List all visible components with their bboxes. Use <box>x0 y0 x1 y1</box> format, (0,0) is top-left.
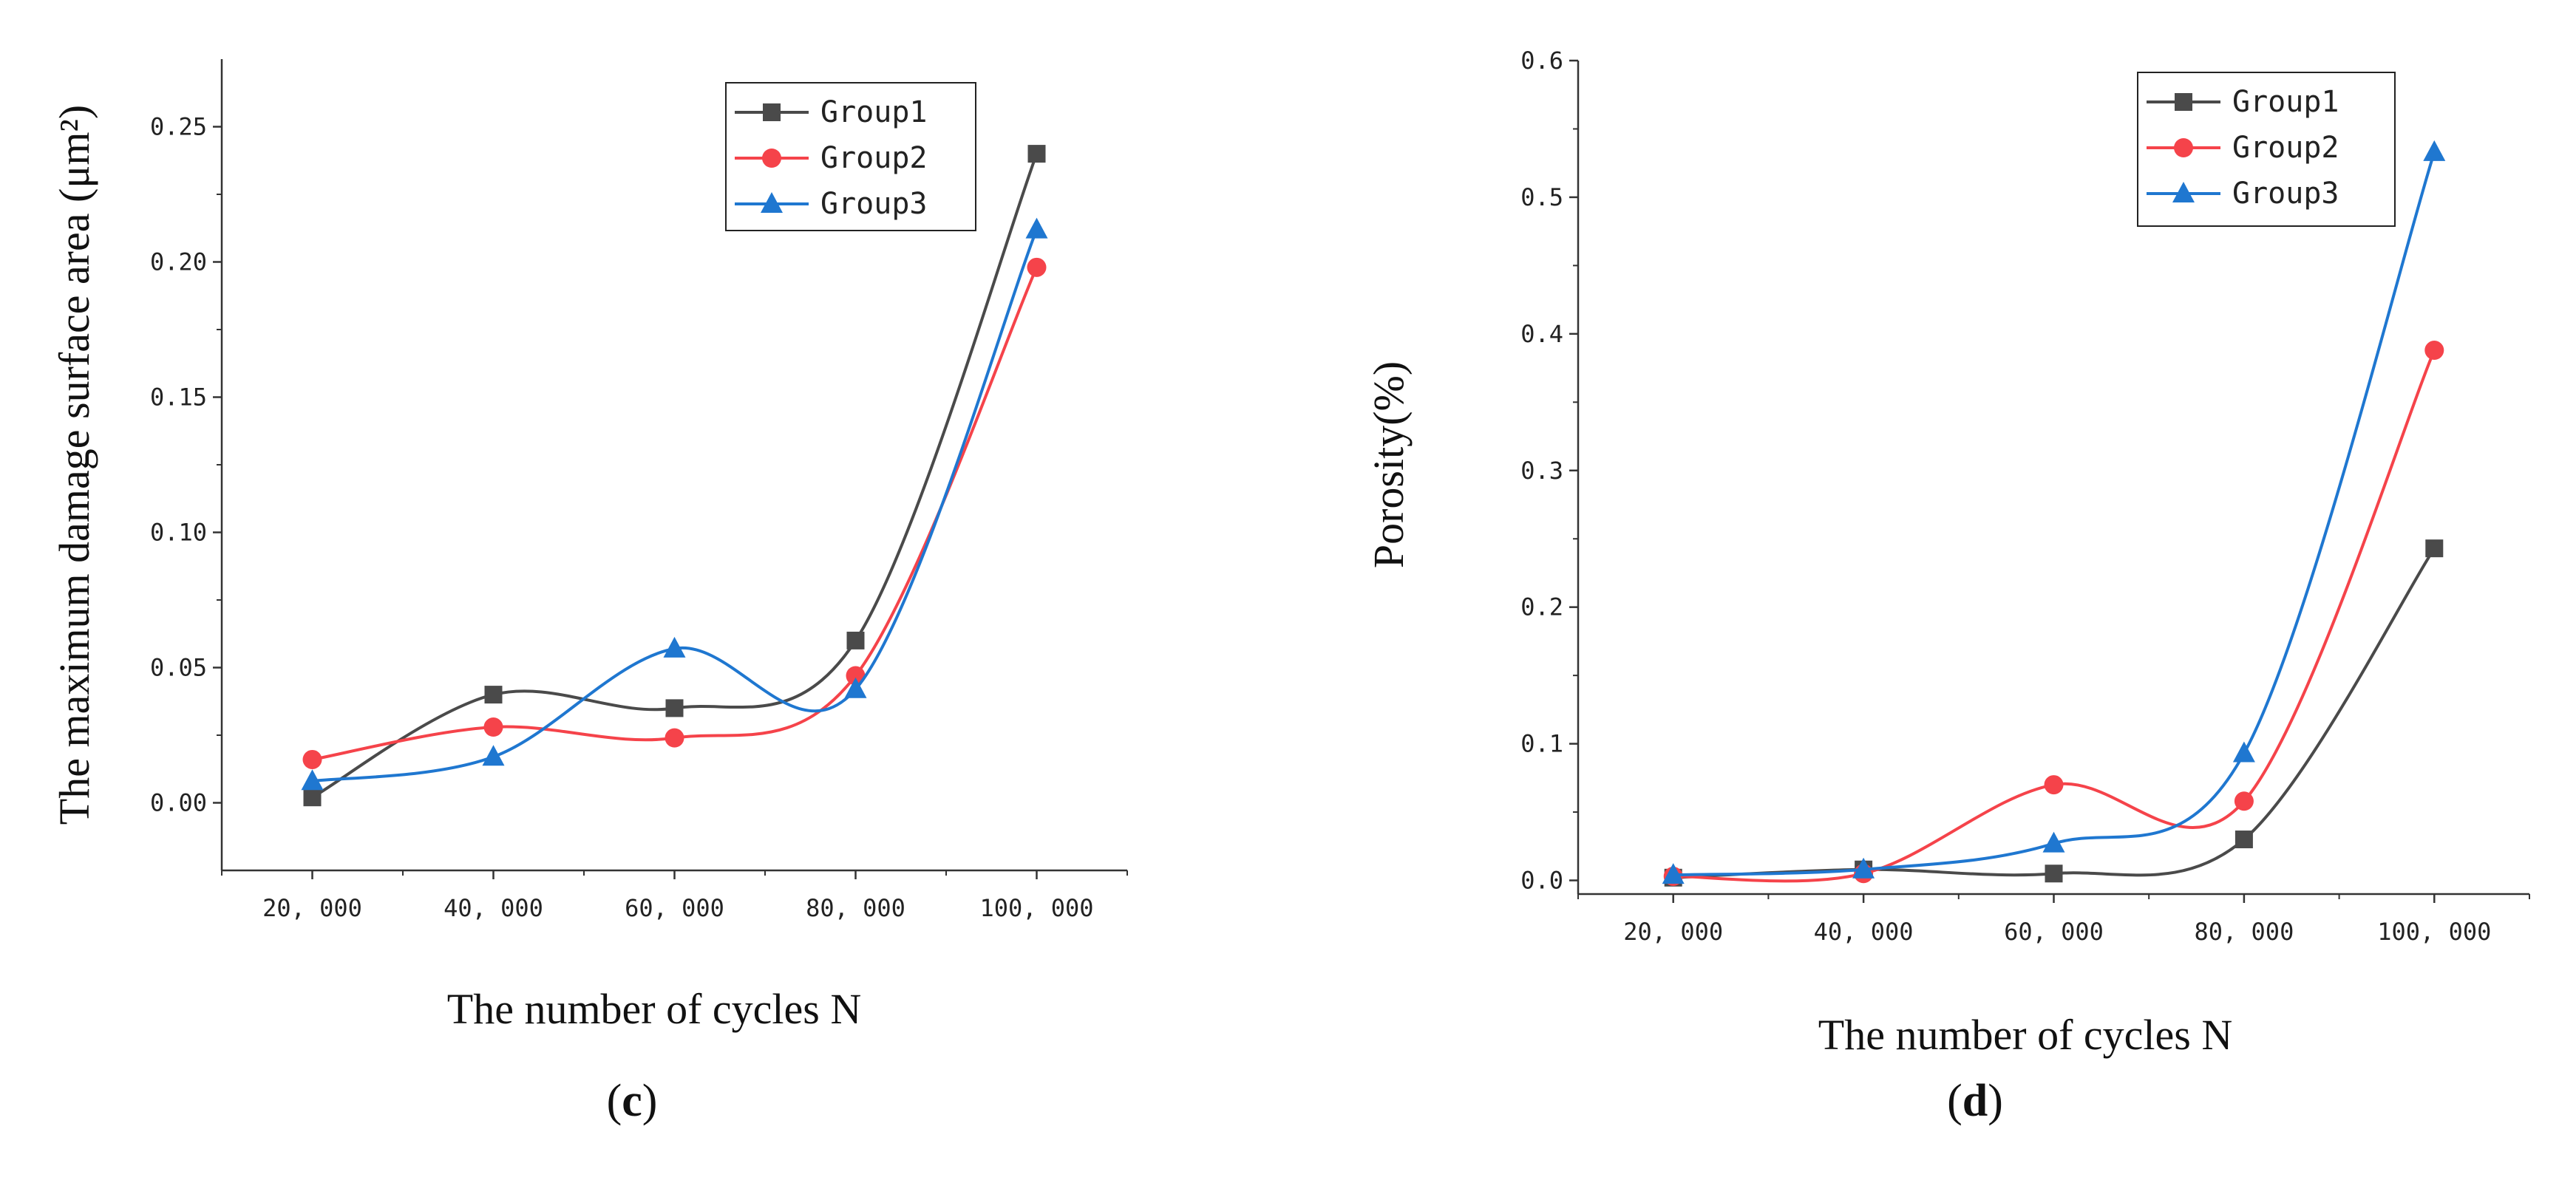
data-point <box>1662 863 1685 884</box>
legend-marker <box>2175 93 2192 111</box>
legend-label: Group2 <box>2232 131 2339 165</box>
data-point <box>2425 539 2444 558</box>
y-tick-label: 0.0 <box>1520 867 1563 895</box>
legend-marker <box>762 149 781 168</box>
data-point <box>846 666 866 686</box>
legend-label: Group2 <box>820 141 928 175</box>
y-tick-label: 0.5 <box>1520 183 1563 211</box>
legend: Group1 Group2 Group3 <box>725 82 976 231</box>
data-point <box>1852 857 1875 879</box>
legend: Group1 Group2 Group3 <box>2137 72 2396 227</box>
x-tick-label: 60, 000 <box>2004 918 2104 946</box>
series-line <box>312 267 1039 761</box>
data-point <box>2424 341 2444 361</box>
y-tick-label: 0.6 <box>1520 47 1563 75</box>
legend-marker <box>2172 182 2195 202</box>
y-tick-label: 0.25 <box>150 113 207 141</box>
panel-caption: (d) <box>1947 1076 2003 1126</box>
series-group2 <box>302 257 1047 769</box>
data-point <box>301 769 324 791</box>
x-tick-label: 60, 000 <box>625 894 724 922</box>
series-group3 <box>301 217 1048 791</box>
data-point <box>2044 775 2064 795</box>
data-point <box>1027 257 1047 277</box>
caption-close: ) <box>642 1076 658 1126</box>
data-point <box>2234 791 2254 811</box>
data-point <box>484 686 503 704</box>
legend-label: Group3 <box>2232 177 2339 211</box>
data-point <box>2232 741 2255 763</box>
y-tick-label: 0.20 <box>150 248 207 276</box>
data-point <box>846 631 865 649</box>
caption-open: ( <box>607 1076 622 1126</box>
data-point <box>2042 831 2065 853</box>
y-tick-label: 0.00 <box>150 789 207 817</box>
y-tick-label: 0.10 <box>150 519 207 547</box>
caption-letter: c <box>622 1076 642 1126</box>
data-point <box>2423 140 2446 161</box>
data-point <box>665 728 684 748</box>
x-axis-title: The number of cycles N <box>1818 1011 2232 1059</box>
x-tick-label: 40, 000 <box>444 894 543 922</box>
x-tick-label: 20, 000 <box>262 894 362 922</box>
x-tick-label: 20, 000 <box>1623 918 1723 946</box>
y-tick-label: 0.15 <box>150 383 207 412</box>
data-point <box>483 717 503 737</box>
y-axis-title: The maximum damage surface area (μm²) <box>50 105 98 825</box>
data-point <box>303 788 322 807</box>
legend-label: Group1 <box>2232 85 2339 119</box>
series-line <box>1673 548 2436 879</box>
caption-letter: d <box>1962 1076 1988 1126</box>
data-point <box>2045 864 2063 883</box>
y-tick-label: 0.2 <box>1520 593 1563 621</box>
legend-marker <box>2174 138 2193 157</box>
chart-panel-c: 0.00 0.05 0.10 0.15 0.20 0.25 20, 000 40, 000 60… <box>50 59 1128 1126</box>
data-point <box>663 636 686 658</box>
series-line <box>312 228 1039 783</box>
series-line <box>1673 349 2436 883</box>
legend-entry: Group3 <box>735 187 928 221</box>
x-tick-label: 100, 000 <box>2377 918 2491 946</box>
data-point <box>1027 145 1046 163</box>
panel-caption: (c) <box>607 1076 658 1126</box>
legend-label: Group1 <box>820 95 928 129</box>
y-tick-label: 0.05 <box>150 654 207 682</box>
legend-entry: Group1 <box>2147 85 2339 119</box>
x-axis-title: The number of cycles N <box>447 985 861 1033</box>
y-tick-label: 0.1 <box>1520 730 1563 758</box>
data-point <box>1025 217 1048 239</box>
legend-marker <box>763 103 781 121</box>
x-tick-label: 40, 000 <box>1814 918 1914 946</box>
data-point <box>844 677 867 698</box>
x-tick-label: 100, 000 <box>979 894 1093 922</box>
data-point <box>302 749 322 769</box>
series-group3 <box>1662 140 2446 884</box>
series-line <box>311 153 1039 799</box>
series-line <box>1673 151 2436 877</box>
caption-open: ( <box>1947 1076 1962 1126</box>
legend-marker <box>761 192 783 213</box>
legend-entry: Group1 <box>735 95 928 129</box>
x-tick-label: 80, 000 <box>806 894 905 922</box>
legend-entry: Group2 <box>2147 131 2339 165</box>
chart-panel-d: 0.0 0.1 0.2 0.3 0.4 0.5 0.6 20, 000 40, 000 60, 0… <box>1365 47 2530 1126</box>
data-point <box>665 699 684 717</box>
y-tick-label: 0.3 <box>1520 457 1563 485</box>
data-point <box>482 745 505 766</box>
caption-close: ) <box>1988 1076 2003 1126</box>
data-point <box>2235 831 2253 849</box>
legend-label: Group3 <box>820 187 928 221</box>
y-axis-title: Porosity(%) <box>1365 361 1413 568</box>
y-tick-label: 0.4 <box>1520 320 1563 348</box>
x-tick-label: 80, 000 <box>2194 918 2294 946</box>
legend-entry: Group3 <box>2147 177 2339 211</box>
legend-entry: Group2 <box>735 141 928 175</box>
series-group1 <box>303 145 1046 807</box>
series-group2 <box>1663 341 2444 886</box>
